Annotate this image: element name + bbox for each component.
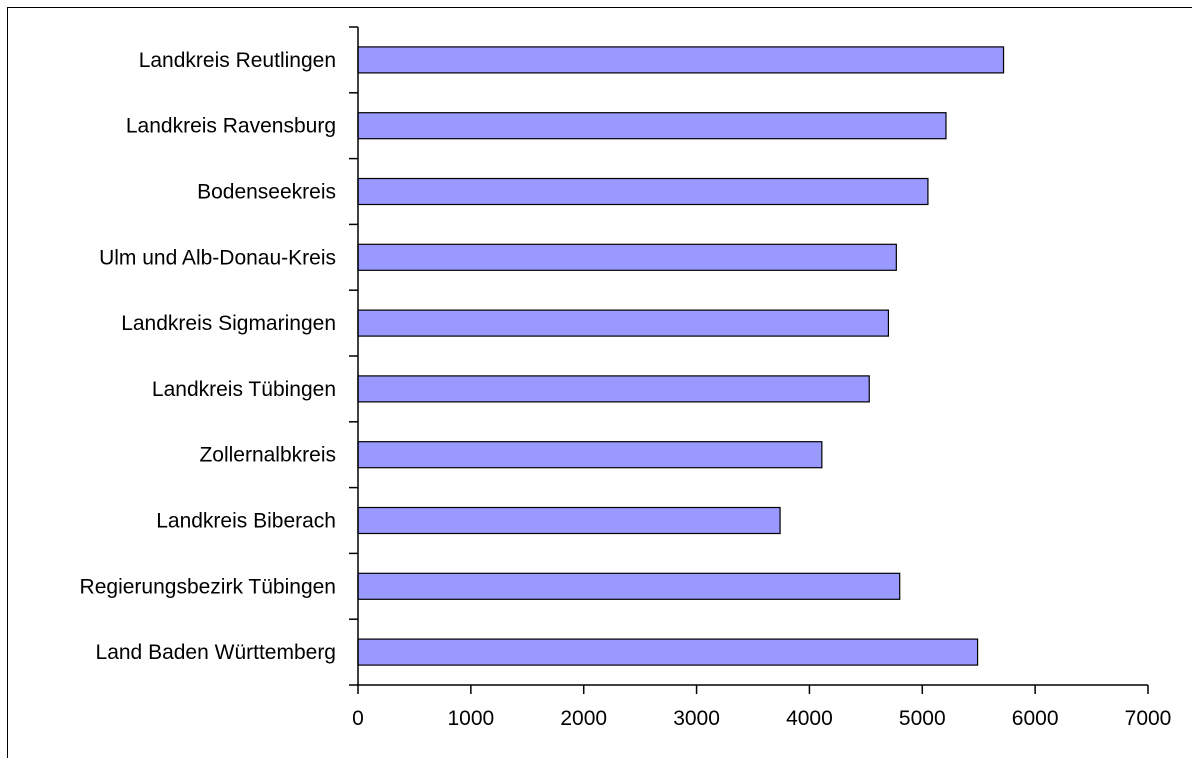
bar-2	[357, 112, 947, 140]
bar-9	[357, 572, 901, 600]
category-label-8: Landkreis Biberach	[156, 510, 336, 533]
category-label-3: Bodenseekreis	[197, 181, 336, 204]
x-tick-label-6: 6000	[1012, 707, 1059, 730]
bar-7	[357, 441, 823, 469]
bar-8	[357, 506, 781, 535]
bar-4	[357, 243, 897, 271]
x-tick-label-2: 2000	[560, 707, 607, 730]
x-tick-label-7: 7000	[1125, 707, 1172, 730]
x-tick-label-0: 0	[352, 707, 364, 730]
x-tick-label-4: 4000	[786, 707, 833, 730]
category-label-1: Landkreis Reutlingen	[139, 49, 336, 72]
bar-1	[357, 46, 1005, 74]
category-label-7: Zollernalbkreis	[199, 444, 336, 467]
bar-10	[357, 638, 979, 666]
x-tick-label-1: 1000	[447, 707, 494, 730]
category-label-4: Ulm und Alb-Donau-Kreis	[99, 246, 336, 269]
axes-layer	[349, 26, 1149, 694]
labels-layer: Landkreis Reutlingen Landkreis Ravensburg…	[80, 49, 1172, 730]
category-label-5: Landkreis Sigmaringen	[121, 312, 336, 335]
category-label-2: Landkreis Ravensburg	[126, 115, 336, 138]
bar-6	[357, 375, 870, 403]
x-tick-label-5: 5000	[899, 707, 946, 730]
bar-3	[357, 177, 929, 206]
category-label-10: Land Baden Württemberg	[96, 641, 336, 664]
x-tick-label-3: 3000	[673, 707, 720, 730]
bars-layer	[357, 46, 1005, 666]
category-label-6: Landkreis Tübingen	[152, 378, 336, 401]
bar-5	[357, 309, 890, 337]
category-label-9: Regierungsbezirk Tübingen	[80, 575, 336, 598]
